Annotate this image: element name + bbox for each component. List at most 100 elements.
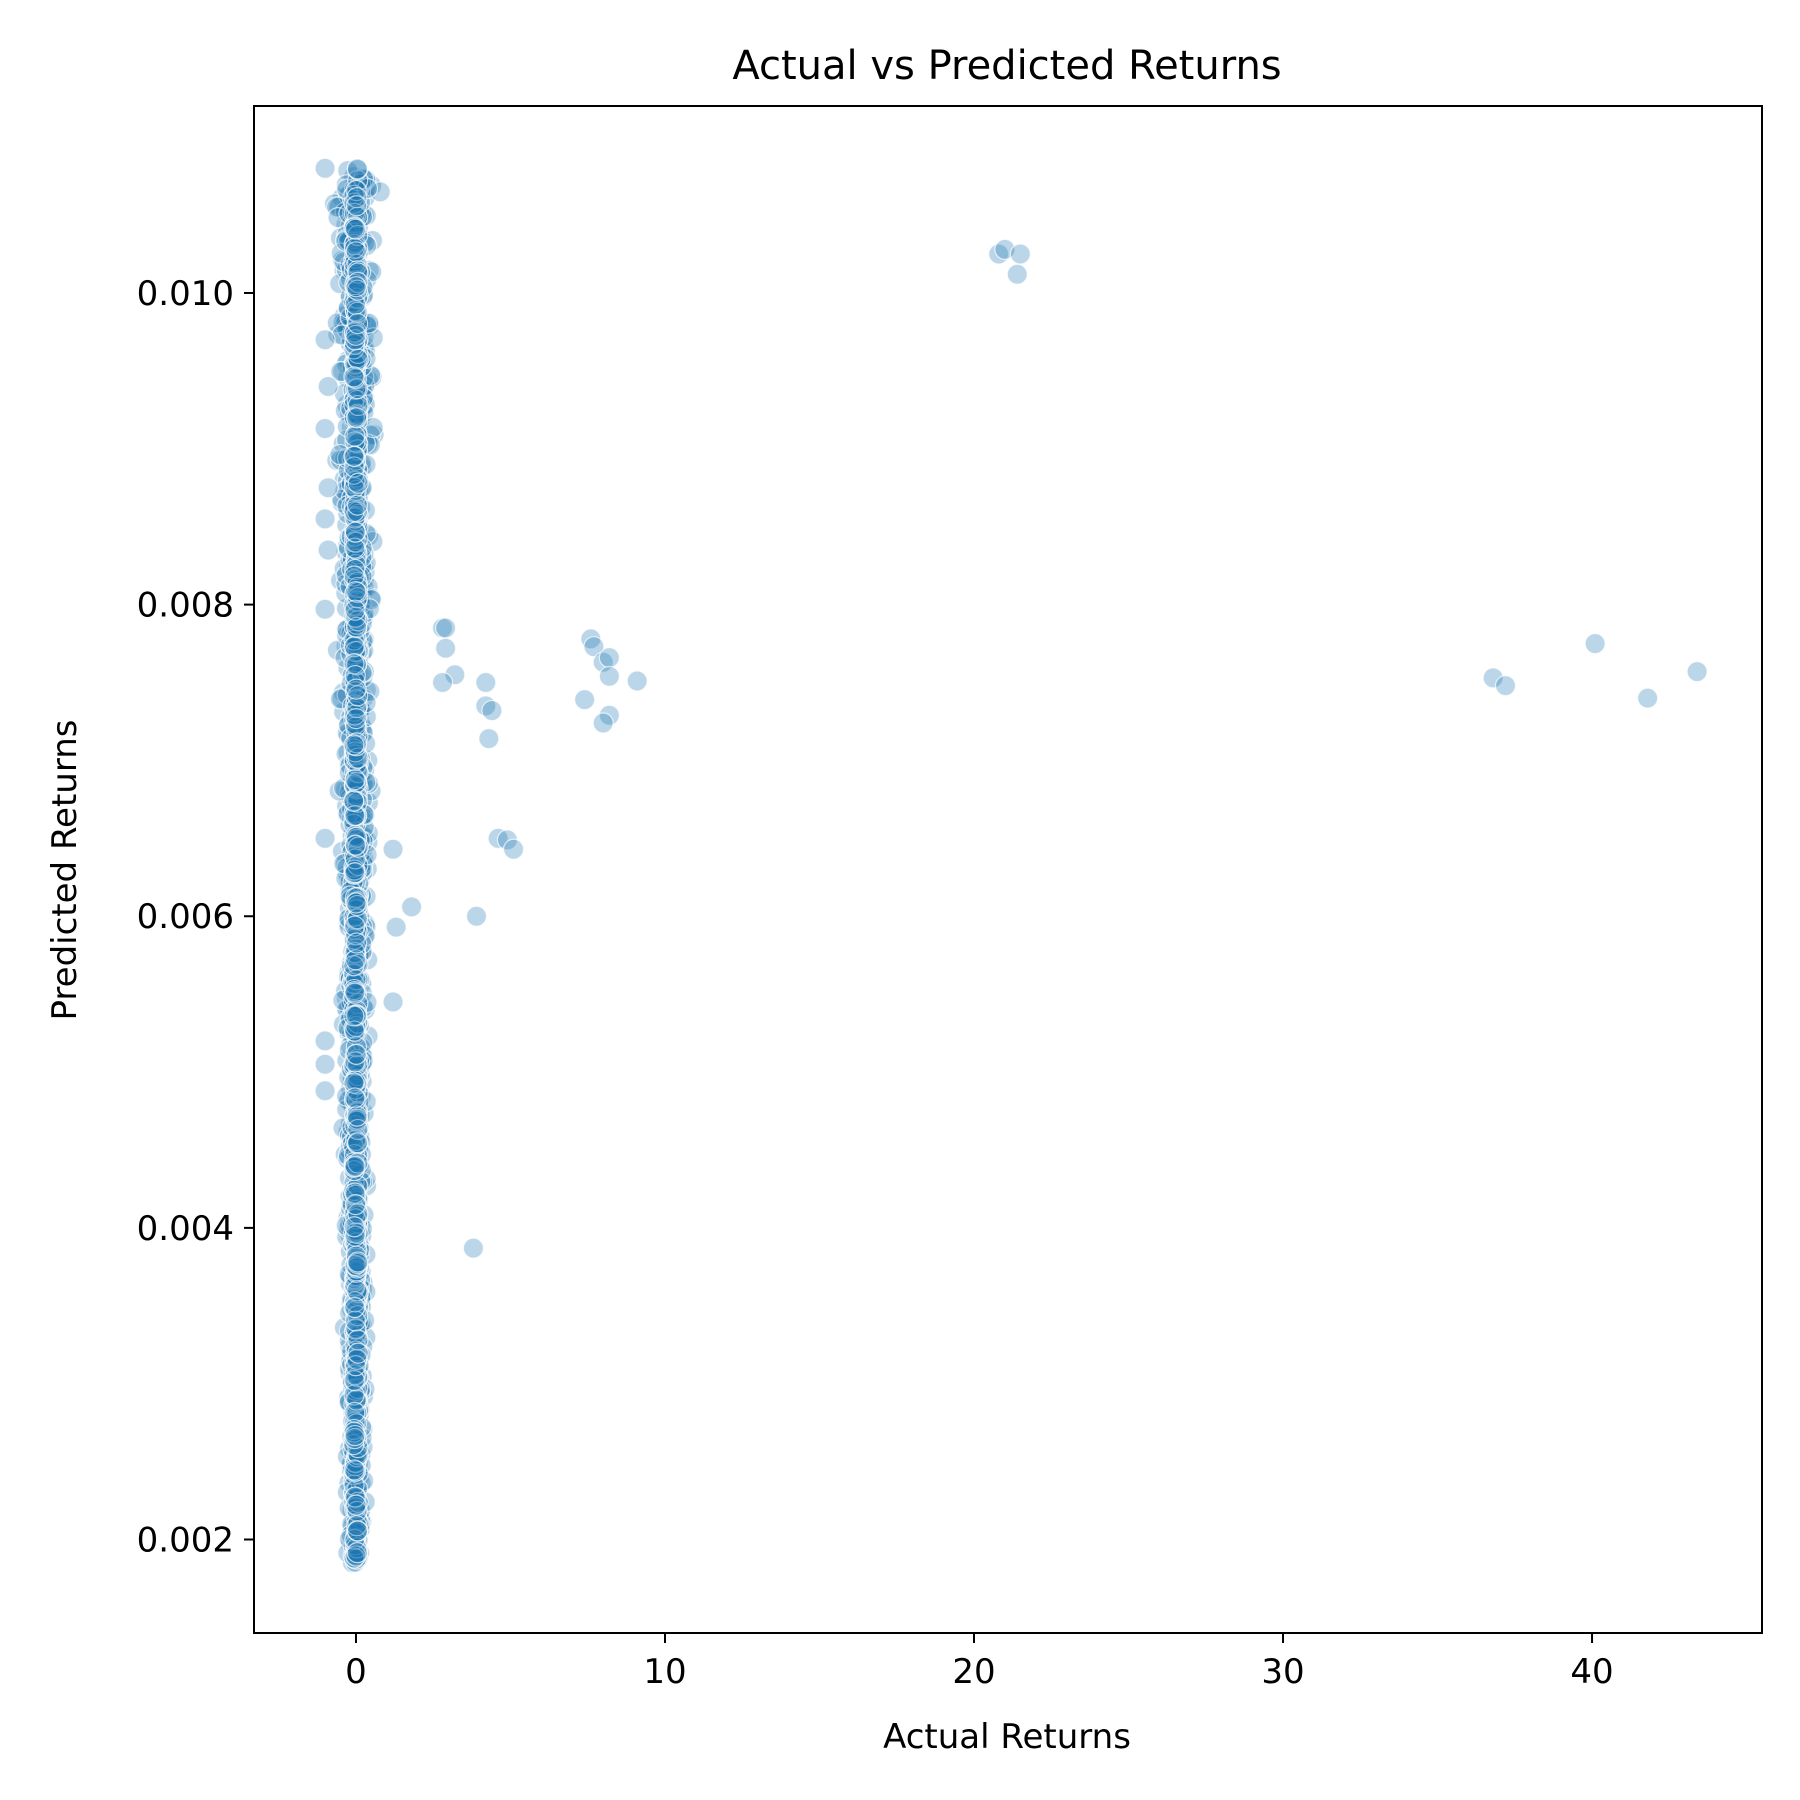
scatter-point — [1009, 243, 1031, 265]
scatter-point — [343, 445, 365, 467]
scatter-point — [1584, 632, 1606, 655]
scatter-point — [598, 646, 620, 669]
scatter-point — [345, 1035, 367, 1058]
scatter-point — [574, 689, 596, 711]
scatter-point — [434, 637, 457, 659]
scatter-point — [481, 699, 503, 722]
scatter-point — [345, 241, 367, 263]
x-tick-label: 10 — [643, 1652, 686, 1692]
scatter-point — [344, 769, 366, 791]
scatter-point — [346, 1105, 368, 1127]
scatter-point — [1006, 263, 1028, 285]
scatter-point — [487, 827, 509, 849]
y-tick-label: 0.004 — [137, 1209, 234, 1249]
scatter-point — [344, 1051, 366, 1073]
scatter-point — [382, 991, 404, 1013]
scatter-point — [344, 367, 366, 389]
scatter-point — [347, 685, 369, 707]
scatter-point — [344, 425, 366, 447]
scatter-point — [343, 565, 365, 587]
chart-title: Actual vs Predicted Returns — [732, 43, 1281, 89]
scatter-point — [592, 712, 614, 734]
scatter-point — [346, 1110, 368, 1132]
scatter-point — [583, 636, 605, 658]
scatter-point — [343, 1459, 365, 1481]
scatter-point — [344, 1296, 366, 1319]
plot-frame — [253, 105, 1763, 1634]
scatter-point — [400, 896, 423, 918]
scatter-point — [345, 616, 368, 638]
scatter-point — [314, 598, 336, 620]
y-axis-label: Predicted Returns — [45, 720, 85, 1021]
scatter-point — [345, 678, 367, 700]
scatter-point — [345, 580, 367, 603]
scatter-point — [314, 1030, 336, 1052]
scatter-point — [343, 1005, 365, 1027]
scatter-point — [344, 1364, 366, 1386]
scatter-point — [347, 1251, 369, 1273]
scatter-point — [346, 1542, 368, 1564]
scatter-point — [345, 1043, 368, 1065]
scatter-point — [343, 1434, 365, 1456]
plot-area — [314, 157, 1708, 1574]
scatter-point — [502, 838, 525, 860]
scatter-point — [347, 1305, 369, 1327]
scatter-point — [346, 158, 368, 180]
scatter-point — [382, 838, 404, 860]
scatter-point — [345, 716, 367, 738]
scatter-point — [465, 905, 488, 927]
scatter-point — [343, 653, 365, 675]
scatter-point — [344, 1486, 366, 1508]
x-tick-label: 40 — [1570, 1652, 1613, 1692]
scatter-point — [314, 508, 336, 530]
scatter-point — [478, 728, 500, 750]
scatter-point — [344, 1291, 366, 1313]
scatter-point — [385, 916, 407, 938]
scatter-point — [369, 181, 391, 203]
scatter-point — [314, 1080, 336, 1102]
scatter-point — [344, 982, 366, 1004]
scatter-point — [346, 1520, 369, 1542]
scatter-point — [1482, 667, 1504, 689]
scatter-point — [343, 1156, 365, 1178]
y-tick-label: 0.006 — [137, 897, 234, 937]
scatter-point — [345, 924, 367, 946]
scatter-point — [346, 1348, 368, 1370]
scatter-point — [346, 1054, 369, 1077]
scatter-point — [462, 1237, 485, 1259]
scatter-point — [344, 1087, 366, 1109]
scatter-point — [344, 862, 366, 884]
scatter-point — [626, 670, 648, 692]
scatter-point — [345, 932, 368, 954]
scatter-point — [314, 827, 336, 849]
scatter-point — [347, 472, 369, 494]
scatter-point — [347, 1342, 369, 1364]
scatter-point — [343, 1216, 365, 1238]
y-tick-label: 0.008 — [137, 586, 234, 626]
x-tick-label: 0 — [345, 1652, 367, 1692]
scatter-point — [347, 1132, 369, 1154]
scatter-point — [345, 179, 367, 202]
scatter-point — [345, 892, 367, 914]
scatter-point — [345, 949, 367, 971]
scatter-point — [345, 1460, 367, 1482]
scatter-point — [317, 539, 339, 561]
scatter-point — [317, 375, 339, 398]
x-axis-label: Actual Returns — [883, 1717, 1131, 1757]
x-tick-label: 30 — [1261, 1652, 1304, 1692]
scatter-point — [1686, 661, 1708, 683]
scatter-point — [1637, 687, 1659, 709]
scatter-point — [346, 494, 369, 516]
scatter-point — [344, 887, 366, 909]
scatter-point — [343, 734, 365, 756]
x-axis: 0 10 20 30 40 — [345, 1633, 1614, 1692]
scatter-point — [344, 1194, 367, 1216]
scatter-point — [344, 537, 366, 559]
scatter-point — [434, 617, 457, 639]
scatter-point — [444, 664, 466, 686]
scatter-point — [598, 665, 620, 687]
scatter-point — [314, 157, 336, 179]
scatter-point — [343, 500, 365, 523]
scatter-point — [317, 477, 339, 499]
